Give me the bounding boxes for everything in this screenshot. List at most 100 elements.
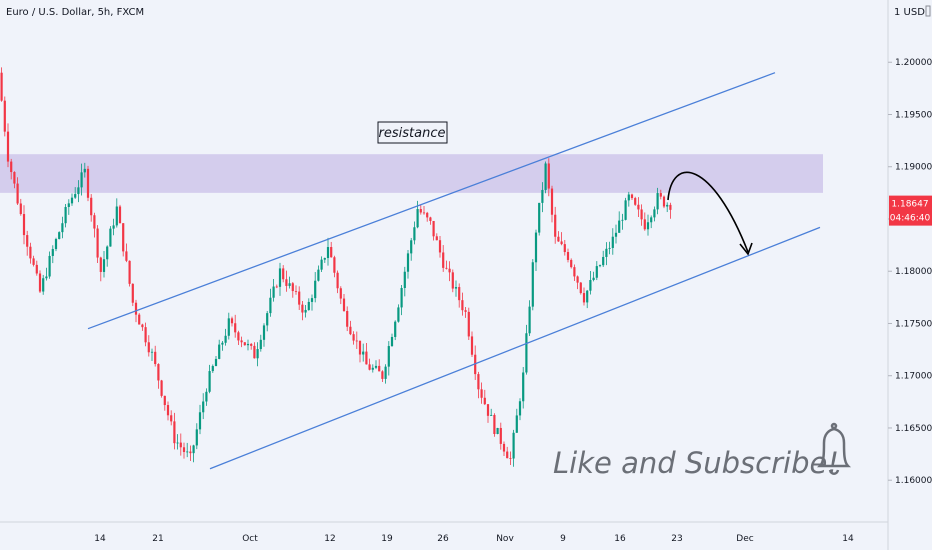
- candle-body: [467, 311, 470, 337]
- candle-body: [3, 100, 6, 132]
- candle-body: [445, 267, 448, 269]
- watermark-text: Like and Subscribe!: [553, 446, 839, 480]
- candle-body: [131, 283, 134, 303]
- x-tick-label: 9: [560, 534, 566, 544]
- candle-body: [566, 252, 570, 260]
- candle-body: [522, 372, 525, 402]
- candle-body: [266, 313, 269, 326]
- currency-code: USD: [904, 7, 926, 18]
- candle-body: [624, 200, 627, 220]
- candle-body: [134, 302, 138, 315]
- candle-body: [211, 366, 214, 372]
- candle-body: [509, 458, 512, 459]
- candle-body: [32, 258, 35, 265]
- candle-body: [189, 451, 192, 454]
- resistance-label: resistance: [377, 121, 448, 144]
- candle-body: [621, 219, 624, 221]
- candle-body: [83, 168, 86, 173]
- candle-body: [538, 202, 541, 233]
- candle-body: [426, 212, 429, 218]
- candle-body: [573, 267, 576, 277]
- x-tick-label: 12: [324, 534, 335, 544]
- resistance-label-text: resistance: [379, 126, 446, 141]
- candle-body: [269, 297, 272, 314]
- candle-body: [77, 187, 80, 195]
- candle-body: [451, 272, 454, 289]
- candle-body: [320, 259, 323, 270]
- candle-body: [195, 429, 198, 446]
- candle-body: [390, 336, 394, 347]
- candle-body: [138, 314, 141, 325]
- candle-body: [486, 404, 490, 416]
- candle-body: [35, 264, 38, 274]
- channel-lower-line[interactable]: [209, 226, 821, 470]
- x-tick-label: Nov: [496, 534, 514, 544]
- candle-body: [109, 228, 112, 247]
- candle-body: [666, 204, 669, 207]
- candle-body: [93, 215, 96, 229]
- candle-body: [51, 249, 54, 256]
- candle-body: [224, 335, 227, 343]
- candle-body: [397, 307, 400, 322]
- candle-body: [237, 332, 240, 341]
- candle-body: [384, 366, 387, 379]
- x-tick-label: 21: [152, 534, 163, 544]
- candle-body: [112, 225, 115, 229]
- candle-body: [13, 172, 16, 184]
- candle-body: [234, 323, 237, 333]
- candle-body: [477, 374, 480, 390]
- candle-body: [86, 168, 90, 198]
- candle-body: [374, 365, 378, 368]
- candle-body: [336, 272, 339, 289]
- candle-body: [659, 193, 662, 197]
- candle-body: [550, 188, 554, 215]
- y-tick-label: 1.16500: [895, 424, 932, 434]
- candle-body: [74, 194, 77, 198]
- candle-body: [333, 257, 336, 273]
- candle-body: [547, 163, 550, 189]
- channel-upper-line[interactable]: [87, 72, 776, 330]
- candle-body: [608, 247, 611, 249]
- y-tick-label: 1.20000: [895, 58, 932, 68]
- candle-body: [499, 427, 502, 444]
- candle-body: [96, 228, 99, 258]
- candle-body: [349, 326, 352, 335]
- candle-body: [627, 194, 630, 201]
- candle-body: [221, 342, 224, 345]
- candle-body: [278, 268, 282, 287]
- axis-settings-icon[interactable]: [925, 5, 931, 17]
- candle-body: [304, 309, 307, 313]
- candle-body: [202, 401, 205, 413]
- candle-body: [342, 298, 346, 312]
- candle-body: [176, 442, 179, 444]
- candle-body: [253, 345, 256, 359]
- candle-body: [16, 183, 19, 204]
- candle-body: [528, 306, 531, 334]
- candle-body: [218, 344, 221, 359]
- candlestick-series: [0, 67, 672, 467]
- candle-body: [182, 447, 186, 453]
- last-price-value: 1.18647: [891, 200, 928, 210]
- arrow-curve-icon: [667, 171, 753, 256]
- candle-body: [29, 246, 32, 259]
- candle-body: [579, 282, 582, 294]
- candle-body: [394, 321, 397, 337]
- candle-body: [634, 198, 637, 205]
- candle-body: [250, 343, 253, 346]
- candle-body: [378, 365, 381, 372]
- candle-body: [122, 223, 125, 252]
- candle-body: [589, 280, 592, 291]
- candle-body: [186, 451, 189, 453]
- candle-body: [163, 395, 166, 406]
- candle-body: [582, 293, 586, 303]
- candle-body: [166, 405, 170, 416]
- candle-body: [419, 209, 422, 213]
- candle-body: [294, 291, 298, 292]
- candle-body: [6, 131, 10, 162]
- x-tick-label: 14: [842, 534, 854, 544]
- x-tick-label: Oct: [242, 534, 258, 544]
- candle-body: [246, 343, 250, 346]
- candle-body: [339, 288, 342, 299]
- candle-body: [352, 334, 355, 341]
